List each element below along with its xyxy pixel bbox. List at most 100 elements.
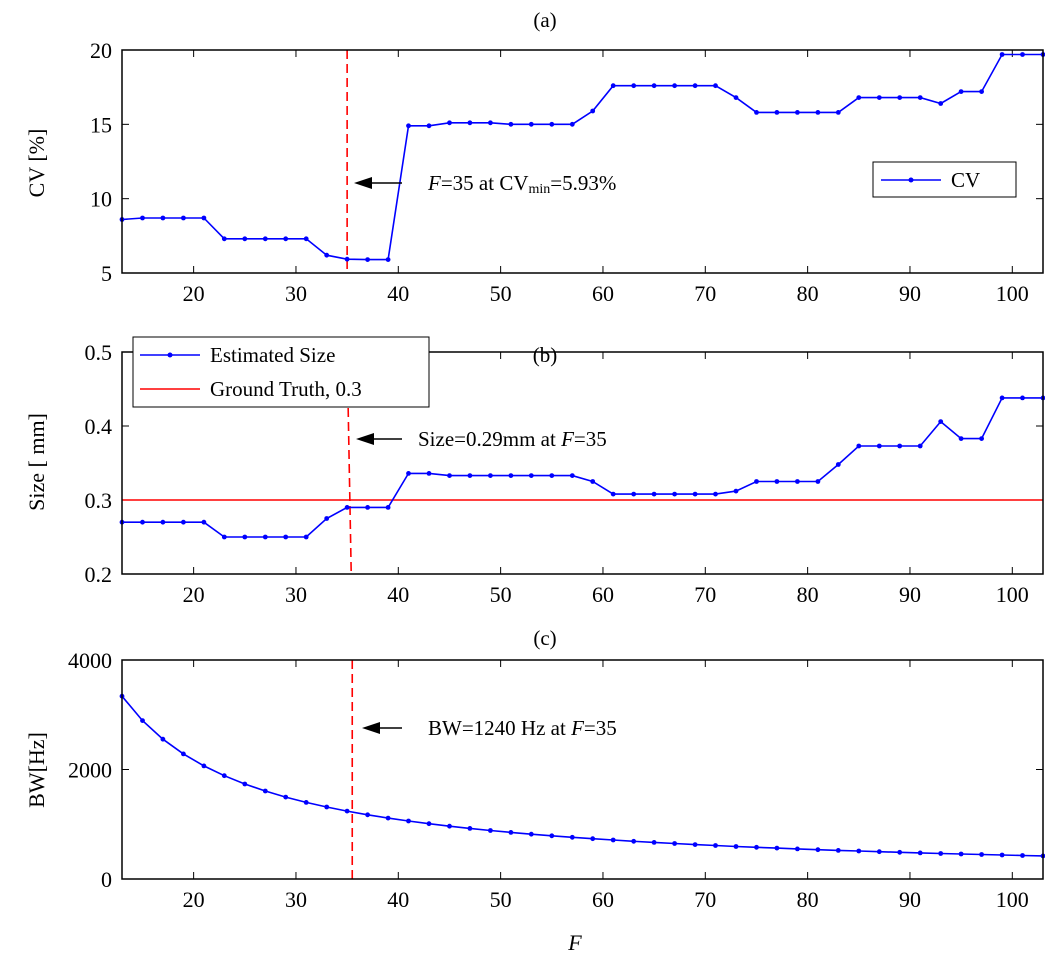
panel-a-data-point [508,121,514,127]
panel-b-series-line [122,397,1043,538]
panel-a-data-point [426,123,432,129]
panel-c-y-axis-label: BW[Hz] [24,732,49,808]
panel-c-data-point [795,846,800,852]
panel-b-annotation-part2: =35 [574,427,607,451]
panel-b-x-tick-label-60: 60 [592,582,614,607]
panel-c-y-tick-label-2: 4000 [68,648,112,673]
panel-c-data-point [508,830,514,835]
panel-a-y-tick-label-2: 15 [90,112,112,137]
panel-a-title: (a) [533,8,556,32]
panel-a-data-point [795,110,800,115]
panel-a-series-line [121,53,1043,261]
panel-c-title: (c) [533,626,556,650]
panel-c-data-point [917,850,923,856]
panel-a-x-tick-label-60: 60 [592,281,614,306]
panel-b-data-point [815,479,821,484]
panel-b-data-point [672,491,677,497]
panel-c-data-point [262,788,268,794]
panel-a-x-tick-label-70: 70 [694,281,716,306]
panel-c-data-point [876,849,882,855]
panel-a-legend: CV [872,161,1017,198]
panel-c-data-point [242,781,248,787]
panel-b-size-chart: (b) Size [ mm] 20 30 40 50 60 70 80 90 100 0.2 0.3… [24,336,1045,607]
panel-a-data-point [385,257,391,262]
panel-b-marker-line [346,351,353,575]
panel-c-series-line [121,695,1044,857]
panel-a-y-tick-label-0: 5 [101,261,112,286]
panel-c-data-point [610,837,616,843]
panel-c-data-point [754,844,759,850]
panel-c-x-tick-label-90: 90 [899,887,921,912]
panel-a-data-point [181,215,186,221]
panel-a-annotation-text: F=35 at CVmin=5.93% [427,171,616,197]
panel-c-annotation-italic: F [570,716,584,740]
panel-a-x-tick-label-40: 40 [387,281,409,306]
panel-b-data-point [917,443,923,449]
panel-c-data-point [181,751,186,757]
panel-b-data-point [897,443,903,449]
panel-b-annotation-part1: Size=0.29mm at [418,427,561,451]
panel-b-title: (b) [533,343,558,367]
panel-c-x-tick-label-70: 70 [694,887,716,912]
panel-c-data-point [528,831,534,837]
panel-c-x-tick-label-40: 40 [387,887,409,912]
panel-a-data-point [958,89,964,94]
panel-a-data-point [835,110,841,115]
panel-c-data-point [713,843,718,848]
panel-b-data-point [713,491,718,497]
panel-a-data-point [610,83,616,89]
panel-c-data-point [856,848,862,854]
panel-a-data-point [303,236,309,242]
panel-b-data-point [631,491,637,497]
panel-a-data-point [979,89,984,94]
panel-a-annotation-part2: =5.93% [550,171,616,195]
panel-c-annotation: BW=1240 Hz at F=35 [362,716,617,740]
panel-a-data-point [876,95,882,100]
panel-b-data-point [160,519,166,525]
panel-a-y-tick-label-1: 10 [90,187,112,212]
panel-a-x-tick-label-50: 50 [490,281,512,306]
panel-a-data-point [467,120,473,126]
panel-a-data-point [447,120,452,126]
panel-c-x-tick-label-100: 100 [996,887,1029,912]
panel-a-data-point [221,236,227,242]
panel-b-data-point [426,471,432,476]
panel-b-data-point [242,534,248,540]
panel-c-data-point [467,826,473,831]
panel-c-data-point [897,849,903,855]
panel-a-data-point [713,83,718,89]
panel-c-x-tick-label-60: 60 [592,887,614,912]
panel-c-bw-chart: (c) BW[Hz] 20 30 40 50 60 70 80 90 100020004000 … [24,626,1045,955]
panel-a-data-point [406,123,411,129]
panel-b-data-point [221,534,227,540]
panel-a-data-point [365,257,370,262]
panel-c-x-tick-label-80: 80 [797,887,819,912]
panel-c-data-point [774,845,780,851]
panel-b-data-point [651,491,657,497]
panel-c-x-tick-label-50: 50 [490,887,512,912]
panel-a-data-point [692,83,698,89]
panel-b-x-tick-label-50: 50 [490,582,512,607]
panel-c-data-point [160,736,166,742]
panel-a-data-point [528,121,534,127]
panel-b-arrowhead [356,433,374,445]
panel-b-data-point [958,436,964,441]
panel-b-y-tick-label-0: 0.2 [85,562,113,587]
panel-a-data-point [242,236,248,242]
panel-b-data-point [795,479,800,484]
panel-a-data-point [324,252,330,258]
panel-b-data-point [324,516,330,521]
panel-b-data-point [999,395,1005,401]
panel-b-x-tick-label-100: 100 [996,582,1029,607]
panel-c-data-point [590,836,596,842]
panel-b-y-tick-label-2: 0.4 [85,414,113,439]
panel-a-data-point [938,101,944,106]
panel-a-data-point [651,83,657,89]
panel-a-data-point [672,83,677,89]
panel-b-y-tick-label-1: 0.3 [85,488,113,513]
panel-c-annotation-part2: =35 [584,716,617,740]
panel-c-data-point [365,812,370,818]
panel-b-y-axis-label: Size [ mm] [24,413,49,511]
panel-b-data-point [447,473,452,478]
panel-b-data-point [938,419,944,424]
